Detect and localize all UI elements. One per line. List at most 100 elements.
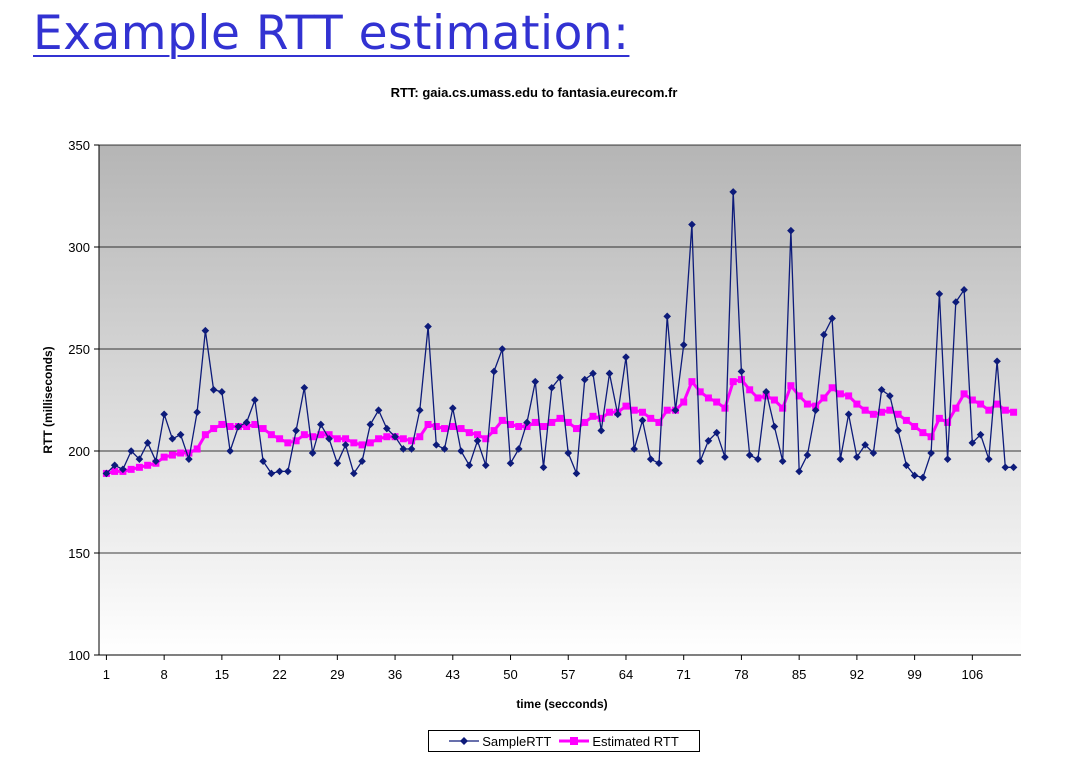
- sample-rtt-point: [597, 426, 606, 435]
- estimated-rtt-point: [399, 435, 407, 443]
- y-axis-label: RTT (milliseconds): [41, 346, 55, 453]
- y-tick-label: 200: [68, 444, 90, 459]
- sample-rtt-point: [127, 447, 135, 455]
- sample-rtt-point: [803, 451, 812, 459]
- estimated-rtt-point: [498, 416, 506, 424]
- estimated-rtt-point: [795, 392, 803, 400]
- estimated-rtt-point: [836, 390, 844, 398]
- estimated-rtt-point: [127, 465, 135, 473]
- estimated-rtt-point: [474, 431, 482, 439]
- estimated-rtt-point: [605, 408, 613, 416]
- x-tick-label: 43: [446, 667, 460, 682]
- estimated-rtt-point: [960, 390, 968, 398]
- sample-rtt-point: [251, 396, 259, 404]
- estimated-rtt-point: [902, 416, 910, 424]
- sample-rtt-point: [374, 406, 383, 414]
- estimated-rtt-point: [144, 461, 152, 469]
- x-tick-label: 1: [103, 667, 110, 682]
- x-tick-label: 36: [388, 667, 402, 682]
- plot-area: [99, 145, 1021, 655]
- legend-swatch-estimated: [559, 737, 590, 745]
- x-axis-label: time (secconds): [516, 697, 607, 711]
- sample-rtt-point: [391, 432, 399, 441]
- estimated-rtt-point: [317, 431, 325, 439]
- sample-rtt-point: [407, 445, 416, 453]
- sample-rtt-point: [1009, 463, 1018, 472]
- sample-rtt-point: [523, 418, 531, 427]
- estimated-rtt-point: [572, 425, 580, 433]
- slide-title: Example RTT estimation:: [33, 6, 630, 61]
- estimated-rtt-point: [746, 386, 754, 394]
- estimated-rtt-point: [416, 433, 424, 441]
- sample-rtt-point: [440, 445, 449, 453]
- sample-rtt-point: [985, 455, 993, 463]
- sample-rtt-point: [267, 469, 276, 478]
- estimated-rtt-point: [713, 398, 721, 406]
- x-tick-label: 8: [161, 667, 168, 682]
- legend-item-estimated: Estimated RTT: [559, 734, 679, 749]
- estimated-rtt-point: [523, 423, 531, 431]
- estimated-rtt-point: [688, 378, 696, 386]
- sample-rtt-point: [556, 373, 564, 382]
- x-tick-label: 92: [850, 667, 864, 682]
- estimated-rtt-point: [820, 394, 828, 402]
- estimated-rtt-point: [597, 414, 605, 422]
- sample-rtt-point: [325, 434, 333, 443]
- estimated-rtt-point: [589, 412, 597, 420]
- sample-rtt-point: [564, 449, 573, 457]
- sample-rtt-point: [506, 459, 515, 468]
- sample-rtt-point: [432, 441, 441, 449]
- sample-rtt-point: [110, 461, 119, 470]
- y-tick-label: 100: [68, 648, 90, 663]
- sample-rtt-point: [514, 445, 523, 453]
- estimated-rtt-point: [201, 431, 209, 439]
- estimated-rtt-point: [284, 439, 292, 447]
- estimated-rtt-point: [803, 400, 811, 408]
- x-tick-label: 106: [961, 667, 983, 682]
- y-tick-label: 300: [68, 240, 90, 255]
- sample-rtt-point: [704, 437, 713, 445]
- sample-rtt-point: [539, 463, 548, 472]
- y-tick-labels: 100 150 200 250 300 350: [68, 138, 90, 663]
- sample-rtt-point: [193, 408, 201, 417]
- sample-rtt-point: [927, 449, 935, 457]
- sample-rtt-point: [993, 357, 1001, 366]
- sample-rtt-point: [729, 188, 737, 196]
- sample-rtt-point: [712, 428, 721, 437]
- sample-rtt-point: [877, 386, 886, 394]
- estimated-rtt-point: [424, 420, 432, 428]
- sample-rtt-point: [671, 406, 680, 414]
- estimated-rtt-point: [919, 429, 927, 437]
- sample-rtt-point: [960, 286, 968, 294]
- estimated-rtt-point: [168, 451, 176, 459]
- sample-rtt-point: [102, 469, 111, 478]
- estimated-rtt-point: [721, 404, 729, 412]
- sample-rtt-point: [935, 290, 944, 298]
- sample-rtt-point: [886, 392, 894, 400]
- sample-rtt-point: [242, 418, 251, 427]
- estimated-rtt-point: [630, 406, 638, 414]
- sample-rtt-point: [638, 416, 647, 425]
- sample-rtt-point: [209, 386, 218, 394]
- estimated-rtt-point: [267, 431, 275, 439]
- sample-rtt-point: [448, 404, 457, 412]
- estimated-rtt-point: [927, 433, 935, 441]
- estimated-rtt-point: [581, 418, 589, 426]
- estimated-rtt-point: [869, 410, 877, 418]
- sample-rtt-point: [358, 457, 366, 465]
- sample-rtt-point: [853, 453, 861, 461]
- estimated-rtt-point: [663, 406, 671, 414]
- sample-rtt-point: [481, 461, 490, 470]
- x-tick-label: 71: [676, 667, 690, 682]
- sample-rtt-point: [218, 388, 226, 396]
- sample-rtt-point: [366, 420, 375, 429]
- estimated-rtt-point: [1010, 408, 1018, 416]
- estimated-rtt-point: [944, 418, 952, 426]
- estimated-rtt-point: [408, 437, 416, 445]
- sample-rtt-point: [688, 220, 696, 229]
- legend: SampleRTT Estimated RTT: [428, 730, 700, 752]
- sample-rtt-point: [135, 455, 144, 463]
- estimated-rtt-point: [985, 406, 993, 414]
- sample-rtt-point: [547, 383, 556, 392]
